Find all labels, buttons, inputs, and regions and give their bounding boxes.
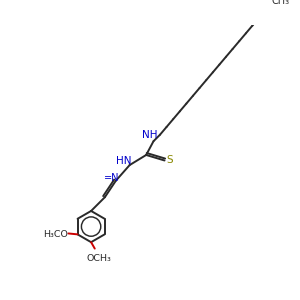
Text: CH₃: CH₃	[272, 0, 290, 6]
Text: OCH₃: OCH₃	[87, 254, 112, 263]
Text: HN: HN	[116, 156, 132, 167]
Text: H₃CO: H₃CO	[43, 230, 68, 239]
Text: S: S	[167, 155, 173, 166]
Text: NH: NH	[142, 130, 158, 140]
Text: =N: =N	[103, 173, 119, 183]
